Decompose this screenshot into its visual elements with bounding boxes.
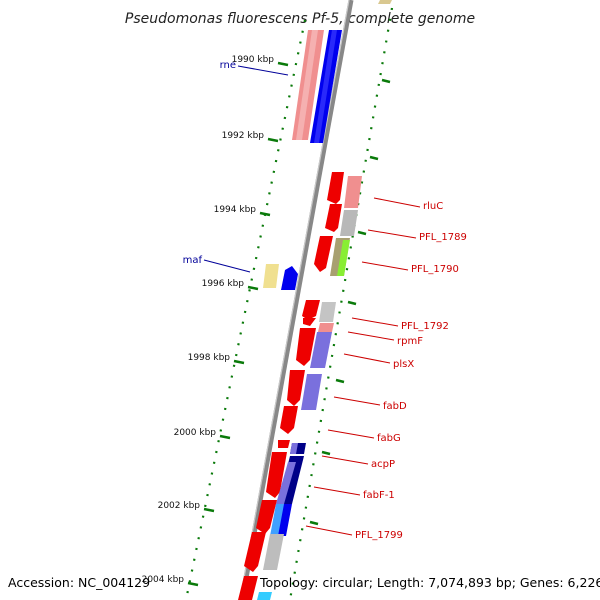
gene-leader-line (313, 486, 361, 496)
gene-block-fabf1 (266, 452, 287, 498)
kbp-ticks: 1990 kbp 1992 kbp 1994 kbp 1996 kbp 1998 kbp… (142, 55, 391, 587)
gene-block-pfl1799-cog2 (270, 504, 284, 536)
gene-block-pfl1790-cog2 (337, 240, 350, 276)
gene-label-maf[interactable]: maf (183, 255, 203, 266)
topology-label: Topology: circular; Length: 7,074,893 bp… (259, 575, 600, 590)
gene-block-pfl1789 (325, 204, 342, 232)
gene-leader-line (237, 65, 289, 76)
gene-leader-line (321, 455, 369, 465)
gene-label-plsx[interactable]: plsX (393, 359, 414, 370)
gene-leader-line (203, 259, 251, 273)
gene-block-fabf1-cog2 (276, 462, 296, 504)
outer-tick-mark (369, 155, 379, 161)
genome-backbone (239, 0, 354, 600)
outer-tick-mark (309, 520, 319, 526)
gene-block-rluc-cog (344, 176, 362, 208)
gene-block-fabg (280, 406, 298, 434)
gene-block-plsx-cog (310, 332, 332, 368)
gene-block-acpp (278, 440, 290, 448)
gene-block-pfl1792 (302, 300, 320, 320)
gene-block-rluc (327, 172, 344, 204)
gene-block-pfl1799-cog (276, 504, 292, 536)
kbp-tick-mark (233, 359, 245, 365)
kbp-tick-label: 1990 kbp (232, 55, 275, 65)
gene-leader-line (373, 197, 421, 208)
gene-label-rluc[interactable]: rluC (423, 201, 443, 212)
gene-label-fabf-1[interactable]: fabF-1 (363, 490, 395, 501)
gene-block-rpmf (303, 318, 316, 326)
kbp-tick-label: 1996 kbp (202, 279, 245, 289)
kbp-tick-mark (219, 434, 231, 440)
kbp-tick-label: 1998 kbp (188, 353, 231, 363)
gene-block-rne-highlight (314, 30, 337, 143)
kbp-tick-mark (187, 581, 199, 587)
outer-tick-mark (335, 378, 345, 384)
kbp-tick-label: 1994 kbp (214, 205, 257, 215)
kbp-tick-label: 2004 kbp (142, 575, 185, 585)
gene-block-pfl1789-cog (340, 210, 358, 236)
kbp-tick-mark (203, 507, 215, 513)
outer-tick-mark (347, 300, 357, 306)
gene-block-lower-2 (238, 576, 258, 600)
gene-block-maf (281, 266, 298, 290)
gene-label-fabg[interactable]: fabG (377, 433, 401, 444)
gene-leader-line (367, 229, 417, 239)
gene-label-rpmf[interactable]: rpmF (397, 336, 423, 347)
kbp-tick-mark (277, 61, 289, 67)
gene-block-pfl1792-cog (319, 302, 336, 322)
map-title: Pseudomonas fluorescens Pf-5, complete g… (125, 11, 475, 27)
kbp-tick-label: 1992 kbp (222, 131, 265, 141)
gene-leader-line (327, 429, 375, 439)
gene-block-lower-2-cog (257, 592, 272, 600)
outer-dotted-ring (288, 7, 394, 600)
gene-leader-line (351, 317, 399, 327)
gene-label-fabd[interactable]: fabD (383, 401, 407, 412)
outer-tick-mark (357, 230, 367, 236)
gene-block-fabd (287, 370, 305, 406)
gene-block-lower-1-cog (263, 534, 284, 570)
gene-block-rne-cog-highlight (296, 30, 318, 140)
gene-leader-line (343, 353, 391, 364)
accession-label: Accession: NC_004129 (8, 575, 150, 590)
gene-label-acpp[interactable]: acpP (371, 459, 395, 470)
gene-leader-line (347, 331, 395, 341)
gene-label-pfl-1790[interactable]: PFL_1790 (411, 264, 459, 275)
gene-block-rpmf-cog (318, 323, 334, 332)
outer-tick-mark (321, 450, 331, 456)
gene-leader-line (333, 396, 381, 406)
gene-block-lower-1 (244, 532, 266, 572)
gene-label-pfl-1789[interactable]: PFL_1789 (419, 232, 467, 243)
gene-labels: rne maf rluC PFL_1789 PFL_1790 PFL_1792 rpmF pl… (183, 60, 467, 541)
gene-label-pfl-1792[interactable]: PFL_1792 (401, 321, 449, 332)
outer-tick-mark (381, 78, 391, 84)
gene-block-plsx (296, 328, 316, 366)
gene-label-rne[interactable]: rne (220, 60, 236, 71)
kbp-tick-label: 2000 kbp (174, 428, 217, 438)
gene-block-top-partial (378, 0, 392, 4)
gene-blocks (238, 0, 392, 600)
gene-block-pfl1799 (256, 500, 277, 534)
gene-label-pfl-1799[interactable]: PFL_1799 (355, 530, 403, 541)
gene-block-maf-cog (263, 264, 279, 288)
gene-leader-line (361, 261, 409, 271)
kbp-tick-mark (267, 137, 279, 143)
genome-backbone-highlight (239, 0, 350, 600)
kbp-tick-mark (259, 211, 271, 217)
kbp-tick-mark (247, 285, 259, 291)
gene-block-fabd-cog (301, 374, 322, 410)
gene-block-pfl1790 (314, 236, 333, 272)
gene-leader-line (305, 525, 353, 536)
gene-block-acpp-cog2 (290, 443, 298, 454)
kbp-tick-label: 2002 kbp (158, 501, 201, 511)
